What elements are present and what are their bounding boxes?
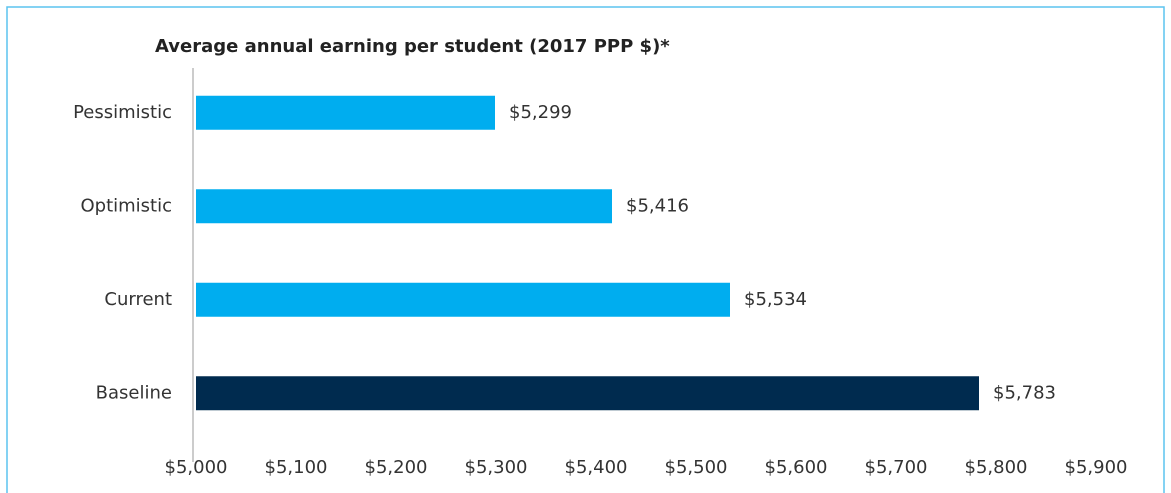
x-tick-label: $5,100 <box>265 457 328 478</box>
value-label: $5,416 <box>626 195 689 216</box>
frame <box>6 6 1165 493</box>
bar <box>196 95 495 130</box>
x-tick-label: $5,800 <box>965 457 1028 478</box>
x-tick-label: $5,500 <box>665 457 728 478</box>
x-tick-label: $5,600 <box>765 457 828 478</box>
y-tick-label: Baseline <box>96 382 172 403</box>
value-label: $5,299 <box>509 102 572 123</box>
bar <box>196 282 730 317</box>
x-tick-label: $5,000 <box>165 457 228 478</box>
y-tick-label: Pessimistic <box>73 102 172 123</box>
bar <box>196 189 612 224</box>
value-label: $5,534 <box>744 289 807 310</box>
chart-title: Average annual earning per student (2017… <box>155 36 670 57</box>
bar <box>196 376 979 411</box>
x-tick-label: $5,700 <box>865 457 928 478</box>
x-tick-label: $5,400 <box>565 457 628 478</box>
x-tick-label: $5,200 <box>365 457 428 478</box>
value-label: $5,783 <box>993 382 1056 403</box>
y-tick-label: Current <box>104 289 172 310</box>
y-tick-label: Optimistic <box>80 195 172 216</box>
x-tick-label: $5,900 <box>1065 457 1128 478</box>
x-tick-label: $5,300 <box>465 457 528 478</box>
